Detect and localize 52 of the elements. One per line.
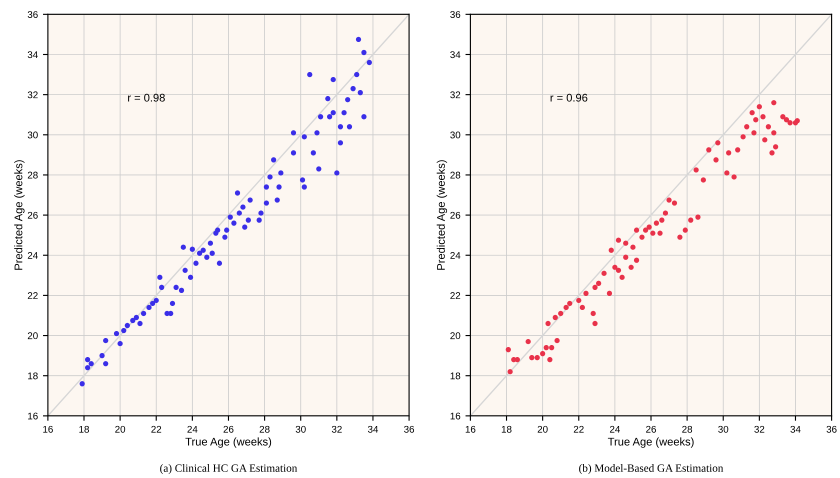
y-tick-label: 26 — [450, 212, 460, 219]
y-tick-label: 24 — [28, 252, 38, 259]
x-tick-label: 20 — [115, 426, 126, 433]
x-tick-label: 20 — [538, 426, 548, 433]
x-tick-label: 24 — [610, 426, 620, 433]
x-tick-label: 32 — [754, 426, 764, 433]
x-tick-label: 26 — [224, 426, 234, 433]
x-tick-label: 36 — [404, 426, 414, 433]
x-tick-label: 18 — [79, 426, 89, 433]
y-tick-label: 16 — [450, 412, 460, 420]
x-tick-label: 16 — [466, 426, 476, 433]
text: (a) Clinical HC GA Estimation — [160, 464, 298, 474]
x-tick-label: 18 — [502, 426, 512, 433]
x-tick-label: 32 — [332, 426, 342, 433]
y-tick-label: 20 — [28, 332, 38, 340]
x-tick-label: 34 — [790, 426, 801, 433]
y-tick-label: 18 — [28, 372, 38, 380]
y-tick-label: 24 — [450, 252, 460, 259]
x-tick-label: 26 — [646, 426, 656, 433]
text: (b) Model-Based GA Estimation — [579, 464, 724, 474]
y-tick-label: 30 — [28, 132, 38, 138]
y-tick-label: 28 — [28, 172, 38, 179]
x-tick-label: 22 — [151, 426, 162, 433]
x-tick-label: 28 — [260, 426, 270, 433]
x-tick-label: 16 — [43, 426, 53, 433]
y-tick-label: 22 — [450, 292, 460, 299]
x-axis-title: True Age (weeks) — [185, 437, 272, 448]
y-tick-label: 36 — [450, 11, 460, 18]
x-axis-title: True Age (weeks) — [608, 437, 694, 448]
y-tick-label: 36 — [28, 11, 38, 18]
x-tick-label: 34 — [368, 426, 378, 433]
y-tick-label: 26 — [28, 212, 38, 219]
x-tick-label: 28 — [682, 426, 692, 433]
x-tick-label: 36 — [826, 426, 837, 433]
y-tick-label: 32 — [450, 91, 460, 98]
annotation: r = 0.98 — [128, 94, 165, 102]
y-tick-label: 34 — [28, 51, 38, 58]
annotation: r = 0.96 — [550, 94, 588, 102]
y-tick-label: 30 — [450, 132, 460, 138]
y-axis-title: Predicted Age (weeks) — [436, 160, 448, 270]
y-tick-label: 28 — [450, 172, 460, 179]
x-tick-label: 24 — [187, 426, 198, 433]
y-tick-label: 22 — [28, 292, 38, 299]
y-tick-label: 18 — [450, 372, 460, 380]
y-tick-label: 32 — [28, 91, 38, 98]
y-tick-label: 20 — [450, 332, 460, 340]
x-tick-label: 30 — [296, 426, 306, 433]
x-tick-label: 22 — [574, 426, 584, 433]
x-tick-label: 30 — [718, 426, 728, 433]
y-axis-title: Predicted Age (weeks) — [14, 160, 25, 270]
y-tick-label: 16 — [28, 412, 38, 420]
y-tick-label: 34 — [450, 51, 460, 58]
